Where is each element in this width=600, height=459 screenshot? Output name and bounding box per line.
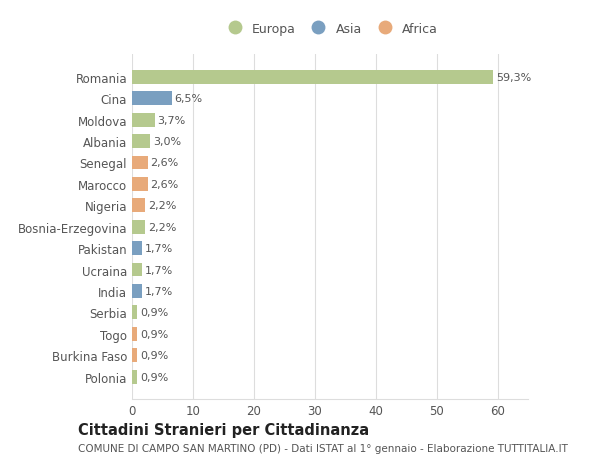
Bar xyxy=(132,199,145,213)
Text: Cittadini Stranieri per Cittadinanza: Cittadini Stranieri per Cittadinanza xyxy=(78,422,369,437)
Legend: Europa, Asia, Africa: Europa, Asia, Africa xyxy=(220,20,440,38)
Bar xyxy=(132,370,137,384)
Bar xyxy=(132,306,137,319)
Bar xyxy=(132,220,145,234)
Text: 6,5%: 6,5% xyxy=(174,94,202,104)
Text: 2,6%: 2,6% xyxy=(150,179,179,190)
Text: 1,7%: 1,7% xyxy=(145,244,173,253)
Text: 0,9%: 0,9% xyxy=(140,350,168,360)
Text: 0,9%: 0,9% xyxy=(140,329,168,339)
Bar xyxy=(132,113,155,127)
Text: 1,7%: 1,7% xyxy=(145,265,173,275)
Text: 3,0%: 3,0% xyxy=(153,137,181,147)
Text: 3,7%: 3,7% xyxy=(157,115,185,125)
Text: 1,7%: 1,7% xyxy=(145,286,173,296)
Bar xyxy=(132,241,142,256)
Text: 0,9%: 0,9% xyxy=(140,372,168,382)
Text: COMUNE DI CAMPO SAN MARTINO (PD) - Dati ISTAT al 1° gennaio - Elaborazione TUTTI: COMUNE DI CAMPO SAN MARTINO (PD) - Dati … xyxy=(78,443,568,453)
Text: 0,9%: 0,9% xyxy=(140,308,168,318)
Text: 2,6%: 2,6% xyxy=(150,158,179,168)
Bar xyxy=(132,92,172,106)
Bar xyxy=(132,71,493,84)
Bar xyxy=(132,135,150,149)
Bar xyxy=(132,327,137,341)
Bar xyxy=(132,284,142,298)
Text: 2,2%: 2,2% xyxy=(148,201,176,211)
Bar xyxy=(132,348,137,362)
Bar xyxy=(132,156,148,170)
Text: 59,3%: 59,3% xyxy=(496,73,531,83)
Text: 2,2%: 2,2% xyxy=(148,222,176,232)
Bar xyxy=(132,178,148,191)
Bar xyxy=(132,263,142,277)
